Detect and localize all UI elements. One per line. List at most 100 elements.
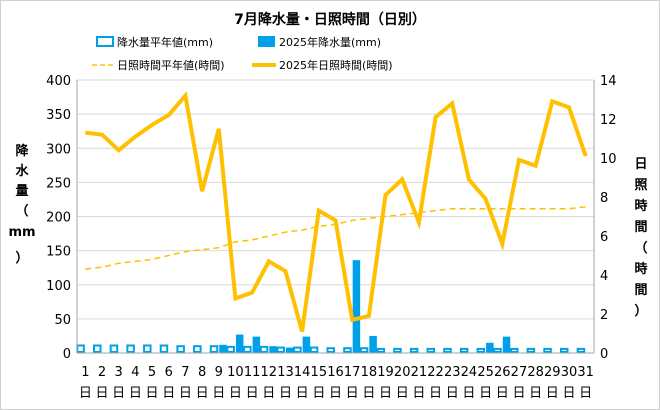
bar-precip-2025 [269, 346, 277, 353]
x-tick-day-suffix: 日 [496, 386, 509, 401]
y-left-tick-label: 400 [46, 74, 71, 89]
y-left-tick-label: 150 [46, 245, 71, 260]
bar-precip-2025 [252, 336, 261, 353]
legend-label-precip-2025: 2025年降水量(mm) [279, 35, 381, 49]
x-tick-label: 22 [427, 365, 444, 380]
y-left-axis-title-char: ） [15, 250, 28, 266]
x-tick-day-suffix: 日 [246, 386, 259, 401]
x-tick-label: 8 [198, 365, 206, 380]
y-left-tick-label: 250 [46, 176, 71, 191]
bar-precip-normal [126, 344, 135, 353]
bar-precip-normal [143, 344, 152, 353]
x-tick-day-suffix: 日 [329, 386, 342, 401]
x-tick-label: 23 [444, 365, 461, 380]
y-right-axis-title-char: （ [634, 240, 647, 256]
bar-precip-normal [309, 346, 319, 354]
bars [76, 260, 586, 354]
y-right-tick-label: 6 [600, 230, 608, 245]
y-left-tick-label: 300 [46, 142, 71, 157]
x-tick-day-suffix: 日 [479, 386, 492, 401]
y-right-axis-title-char: 間 [634, 283, 647, 298]
y-right-tick-label: 12 [600, 113, 617, 128]
x-tick-day-suffix: 日 [112, 386, 125, 401]
y-right-tick-label: 4 [600, 269, 608, 284]
x-tick-day-suffix: 日 [512, 386, 525, 401]
x-tick-label: 11 [244, 365, 261, 380]
y-right-axis-title-char: 間 [634, 220, 647, 235]
x-tick-label: 15 [311, 365, 328, 380]
y-left-tick-label: 50 [54, 313, 71, 328]
y-left-axis-title-char: 水 [15, 163, 29, 179]
x-tick-day-suffix: 日 [379, 386, 392, 401]
lines [85, 91, 588, 333]
bar-precip-normal [343, 347, 352, 354]
x-tick-label: 17 [344, 365, 361, 380]
y-left-axis-title-char: mm [8, 225, 35, 240]
x-tick-label: 6 [165, 365, 173, 380]
x-tick-day-suffix: 日 [296, 386, 309, 401]
x-tick-label: 24 [461, 365, 478, 380]
bar-precip-normal [159, 344, 169, 353]
y-left-tick-label: 200 [46, 211, 71, 226]
bar-precip-normal [193, 345, 202, 353]
bar-precip-2025 [302, 336, 311, 353]
x-tick-day-suffix: 日 [279, 386, 292, 401]
bar-precip-normal [326, 347, 335, 354]
bar-precip-normal [93, 344, 102, 353]
bar-precip-normal [76, 344, 85, 353]
x-tick-day-suffix: 日 [412, 386, 425, 401]
x-tick-day-suffix: 日 [212, 386, 225, 401]
bar-precip-normal [476, 347, 486, 353]
x-tick-day-suffix: 日 [262, 386, 275, 401]
gridlines [77, 79, 594, 320]
y-right-axis-title-char: 日 [634, 157, 647, 172]
x-tick-label: 7 [181, 365, 189, 380]
bar-precip-2025 [352, 260, 361, 353]
x-tick-day-suffix: 日 [162, 386, 175, 401]
x-tick-label: 29 [544, 365, 561, 380]
y-right-tick-label: 8 [600, 191, 608, 206]
bar-precip-normal [409, 347, 419, 353]
y-left-axis-title-char: （ [15, 203, 28, 219]
x-tick-day-suffix: 日 [446, 386, 459, 401]
line-sun-2025 [85, 91, 588, 333]
x-tick-label: 18 [361, 365, 378, 380]
x-tick-label: 1 [81, 365, 89, 380]
bar-precip-2025 [285, 347, 294, 353]
x-tick-label: 10 [227, 365, 244, 380]
x-tick-day-suffix: 日 [179, 386, 192, 401]
bar-precip-normal [243, 345, 252, 354]
x-tick-day-suffix: 日 [562, 386, 575, 401]
bar-precip-normal [176, 345, 185, 353]
x-tick-label: 26 [494, 365, 511, 380]
legend-label-precip-normal: 降水量平年値(mm) [117, 35, 213, 49]
x-tick-label: 25 [477, 365, 494, 380]
legend-swatch-precip-normal [96, 36, 114, 47]
x-tick-day-suffix: 日 [146, 386, 159, 401]
chart-title: 7月降水量・日照時間（日別） [234, 11, 426, 28]
bar-precip-normal [526, 347, 536, 353]
y-left-tick-label: 0 [63, 347, 71, 362]
legend-label-sun-2025: 2025年日照時間(時間) [279, 58, 393, 72]
bar-precip-normal [493, 347, 502, 353]
bar-precip-normal [259, 345, 269, 354]
x-tick-day-suffix: 日 [462, 386, 475, 401]
y-right-tick-label: 0 [600, 347, 608, 362]
bar-precip-normal [459, 347, 469, 353]
y-left-tick-label: 100 [46, 279, 71, 294]
x-tick-label: 3 [115, 365, 123, 380]
bar-precip-normal [376, 347, 386, 353]
bar-precip-2025 [486, 342, 494, 353]
bar-precip-normal [359, 347, 369, 354]
y-right-axis-title-char: 時 [634, 198, 647, 214]
x-tick-day-suffix: 日 [362, 386, 375, 401]
x-tick-label: 12 [261, 365, 278, 380]
legend-label-sun-normal: 日照時間平年値(時間) [117, 58, 225, 72]
x-tick-day-suffix: 日 [546, 386, 559, 401]
x-tick-label: 14 [294, 365, 311, 380]
x-tick-label: 5 [148, 365, 156, 380]
x-tick-day-suffix: 日 [229, 386, 242, 401]
x-tick-label: 9 [215, 365, 223, 380]
